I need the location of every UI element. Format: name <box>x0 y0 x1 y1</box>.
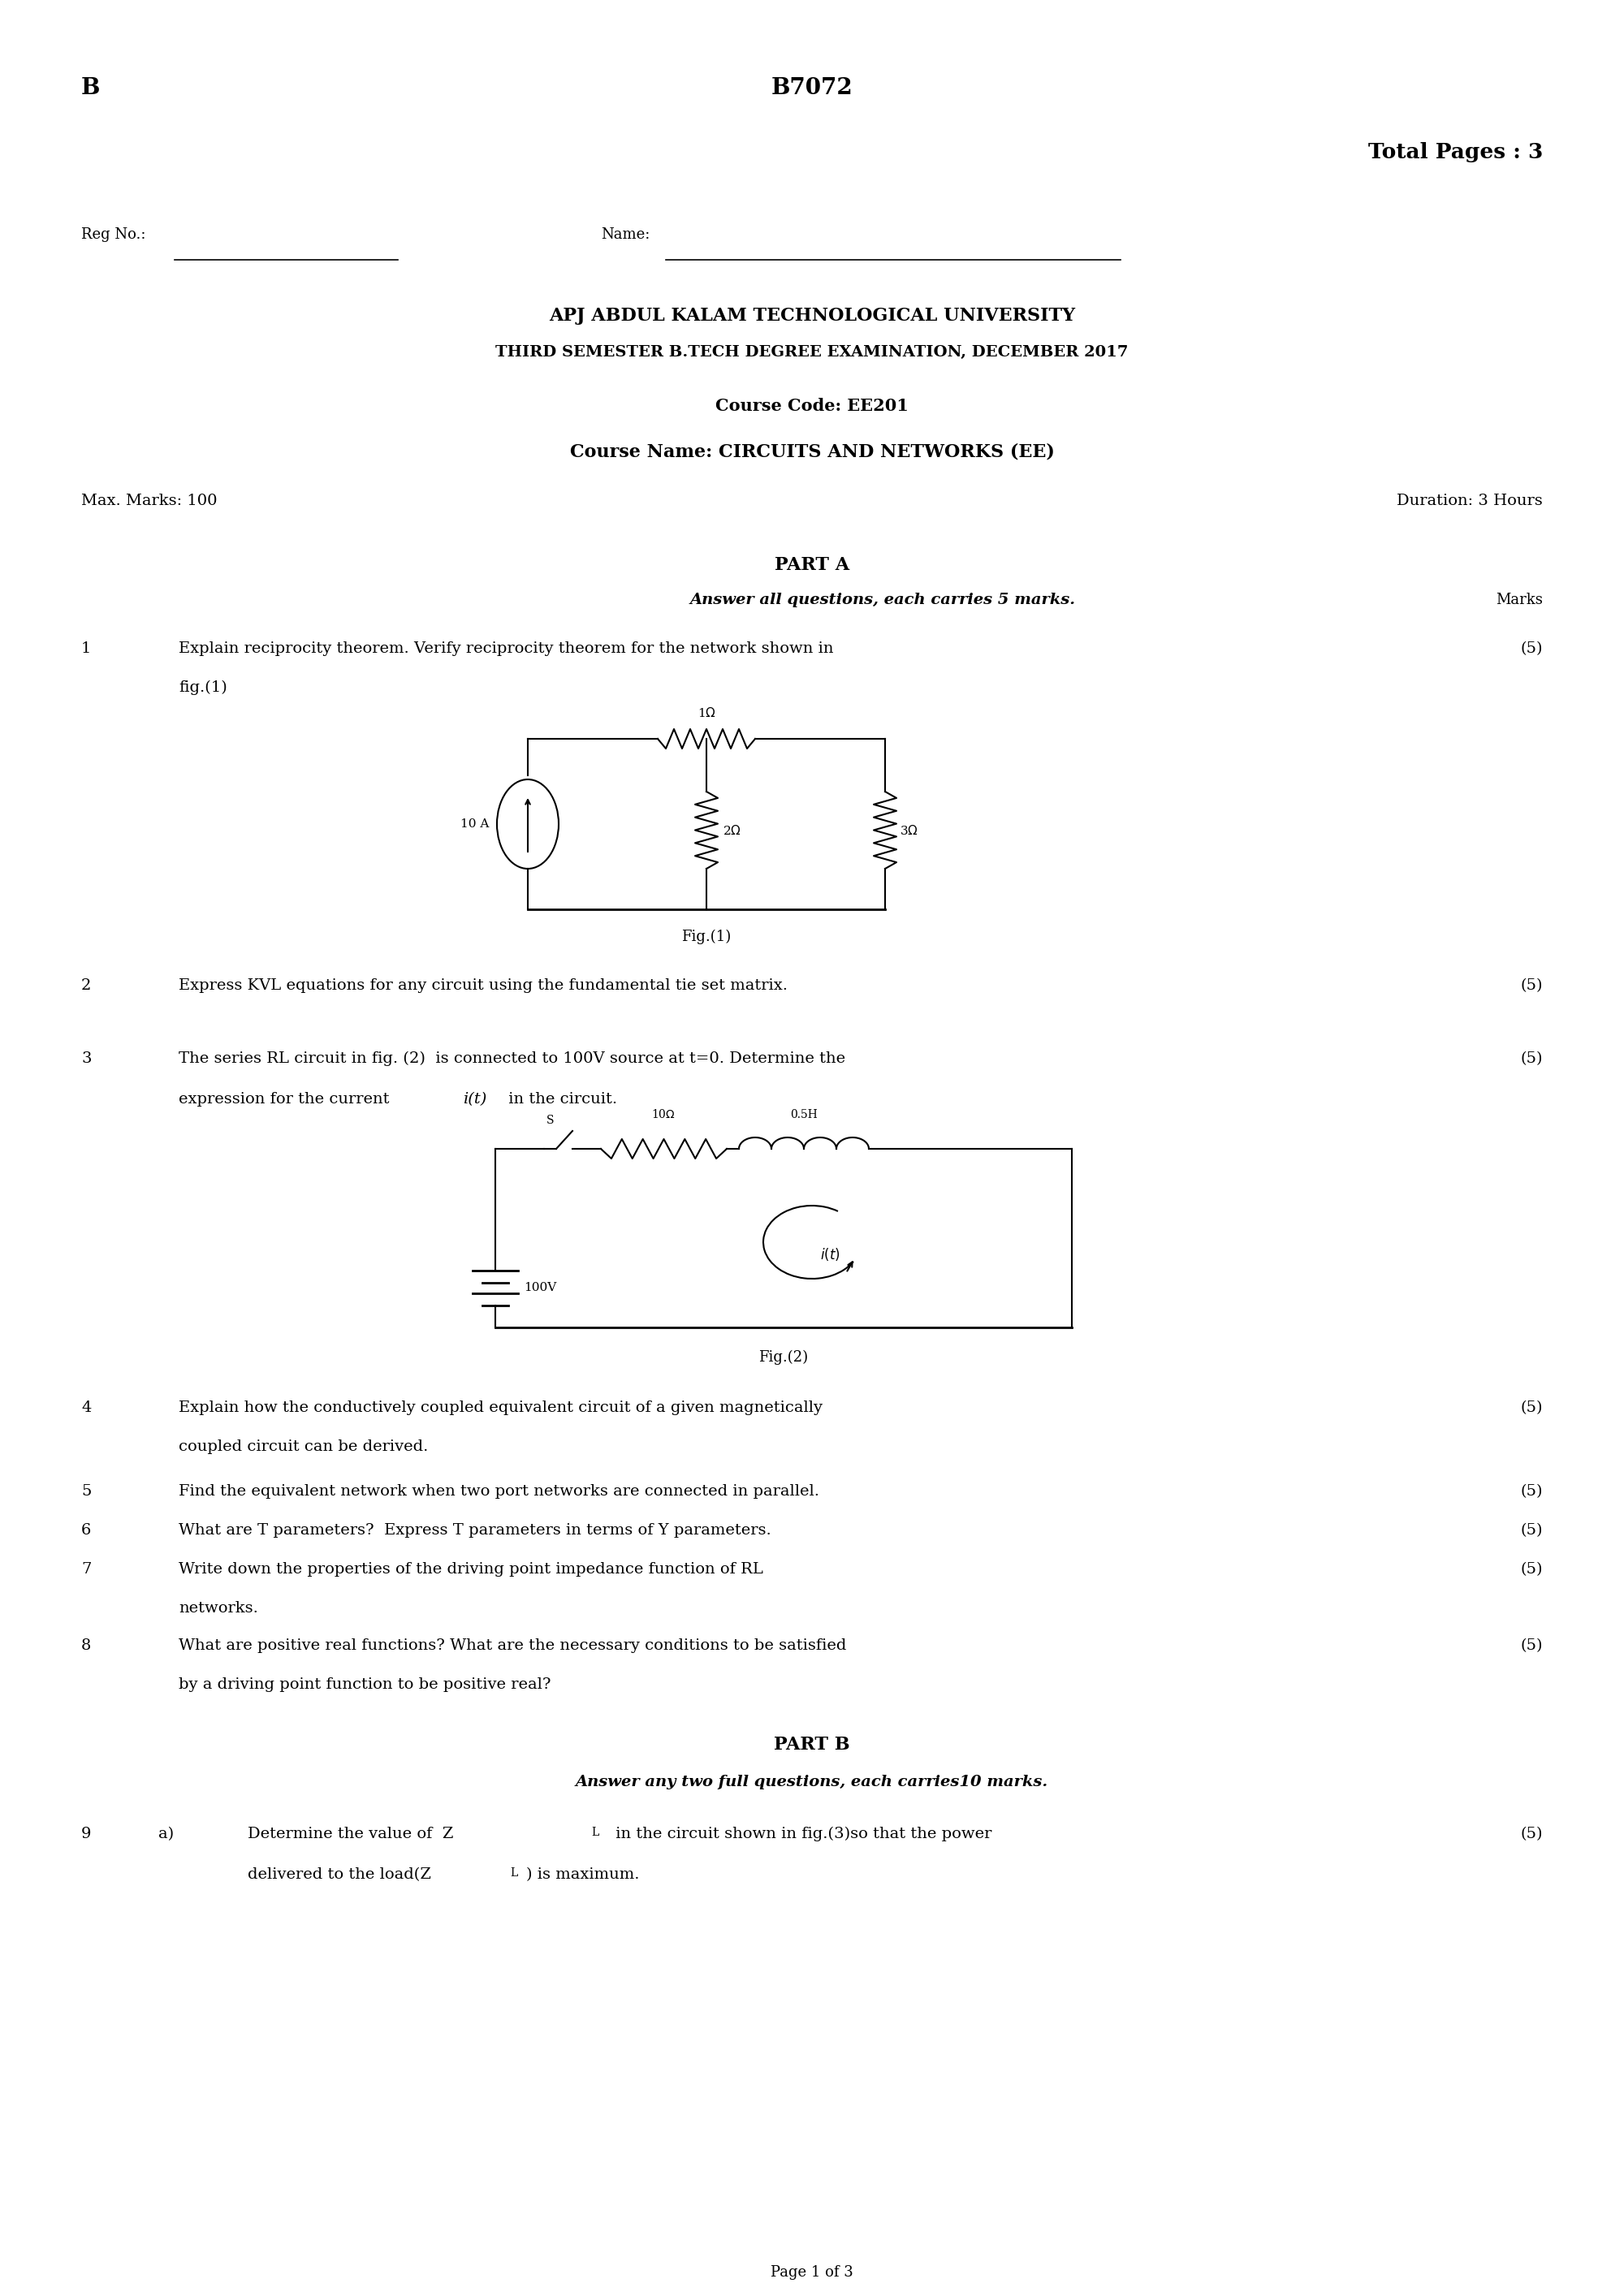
Text: PART B: PART B <box>775 1736 849 1754</box>
Text: (5): (5) <box>1520 1401 1543 1414</box>
Text: What are positive real functions? What are the necessary conditions to be satisf: What are positive real functions? What a… <box>179 1639 846 1653</box>
Text: 9: 9 <box>81 1828 91 1841</box>
Text: coupled circuit can be derived.: coupled circuit can be derived. <box>179 1440 429 1453</box>
Text: The series RL circuit in fig. (2)  is connected to 100V source at t=0. Determine: The series RL circuit in fig. (2) is con… <box>179 1052 846 1065</box>
Text: Determine the value of  Z: Determine the value of Z <box>247 1828 453 1841</box>
Text: $i(t)$: $i(t)$ <box>820 1247 840 1263</box>
Text: in the circuit.: in the circuit. <box>503 1093 617 1107</box>
Text: i(t): i(t) <box>463 1093 487 1107</box>
Text: 1: 1 <box>81 641 91 657</box>
Text: L: L <box>591 1828 599 1839</box>
Text: (5): (5) <box>1520 1561 1543 1577</box>
Text: APJ ABDUL KALAM TECHNOLOGICAL UNIVERSITY: APJ ABDUL KALAM TECHNOLOGICAL UNIVERSITY <box>549 308 1075 324</box>
Text: ) is maximum.: ) is maximum. <box>526 1867 640 1883</box>
Text: Max. Marks: 100: Max. Marks: 100 <box>81 494 218 507</box>
Text: PART A: PART A <box>775 556 849 574</box>
Text: delivered to the load(Z: delivered to the load(Z <box>247 1867 430 1883</box>
Text: Fig.(1): Fig.(1) <box>682 930 731 944</box>
Text: Page 1 of 3: Page 1 of 3 <box>771 2266 853 2280</box>
Text: What are T parameters?  Express T parameters in terms of Y parameters.: What are T parameters? Express T paramet… <box>179 1522 771 1538</box>
Text: expression for the current: expression for the current <box>179 1093 395 1107</box>
Text: Course Name: CIRCUITS AND NETWORKS (EE): Course Name: CIRCUITS AND NETWORKS (EE) <box>570 443 1054 459</box>
Text: Name:: Name: <box>601 227 650 241</box>
Text: 3$\Omega$: 3$\Omega$ <box>900 824 918 838</box>
Text: 10$\Omega$: 10$\Omega$ <box>651 1109 676 1120</box>
Text: 0.5H: 0.5H <box>791 1109 817 1120</box>
Text: L: L <box>510 1867 518 1878</box>
Text: networks.: networks. <box>179 1600 258 1616</box>
Text: Total Pages : 3: Total Pages : 3 <box>1367 142 1543 163</box>
Text: 10 A: 10 A <box>460 817 489 829</box>
Text: a): a) <box>159 1828 174 1841</box>
Text: B: B <box>81 78 101 99</box>
Text: Answer any two full questions, each carries10 marks.: Answer any two full questions, each carr… <box>575 1775 1049 1789</box>
Text: 6: 6 <box>81 1522 91 1538</box>
Text: 3: 3 <box>81 1052 91 1065</box>
Text: (5): (5) <box>1520 641 1543 657</box>
Text: by a driving point function to be positive real?: by a driving point function to be positi… <box>179 1678 551 1692</box>
Text: in the circuit shown in fig.(3)so that the power: in the circuit shown in fig.(3)so that t… <box>611 1828 992 1841</box>
Text: (5): (5) <box>1520 1052 1543 1065</box>
Text: 8: 8 <box>81 1639 91 1653</box>
Text: Marks: Marks <box>1496 592 1543 606</box>
Text: (5): (5) <box>1520 1483 1543 1499</box>
Text: Express KVL equations for any circuit using the fundamental tie set matrix.: Express KVL equations for any circuit us… <box>179 978 788 992</box>
Text: (5): (5) <box>1520 1639 1543 1653</box>
Text: Write down the properties of the driving point impedance function of RL: Write down the properties of the driving… <box>179 1561 763 1577</box>
Text: Find the equivalent network when two port networks are connected in parallel.: Find the equivalent network when two por… <box>179 1483 820 1499</box>
Text: 100V: 100V <box>523 1281 557 1293</box>
Text: 2$\Omega$: 2$\Omega$ <box>723 824 741 838</box>
Text: Explain reciprocity theorem. Verify reciprocity theorem for the network shown in: Explain reciprocity theorem. Verify reci… <box>179 641 833 657</box>
Text: 7: 7 <box>81 1561 91 1577</box>
Text: S: S <box>547 1116 554 1125</box>
Text: (5): (5) <box>1520 1828 1543 1841</box>
Text: Reg No.:: Reg No.: <box>81 227 146 241</box>
Text: THIRD SEMESTER B.TECH DEGREE EXAMINATION, DECEMBER 2017: THIRD SEMESTER B.TECH DEGREE EXAMINATION… <box>495 344 1129 360</box>
Text: 1$\Omega$: 1$\Omega$ <box>697 707 716 719</box>
Text: 4: 4 <box>81 1401 91 1414</box>
Text: (5): (5) <box>1520 978 1543 992</box>
Text: (5): (5) <box>1520 1522 1543 1538</box>
Text: 5: 5 <box>81 1483 91 1499</box>
Text: Explain how the conductively coupled equivalent circuit of a given magnetically: Explain how the conductively coupled equ… <box>179 1401 823 1414</box>
Text: 2: 2 <box>81 978 91 992</box>
Text: Answer all questions, each carries 5 marks.: Answer all questions, each carries 5 mar… <box>690 592 1075 606</box>
Text: Duration: 3 Hours: Duration: 3 Hours <box>1397 494 1543 507</box>
Text: Course Code: EE201: Course Code: EE201 <box>716 397 908 413</box>
Text: B7072: B7072 <box>771 78 853 99</box>
Text: Fig.(2): Fig.(2) <box>758 1350 809 1366</box>
Text: fig.(1): fig.(1) <box>179 680 227 696</box>
